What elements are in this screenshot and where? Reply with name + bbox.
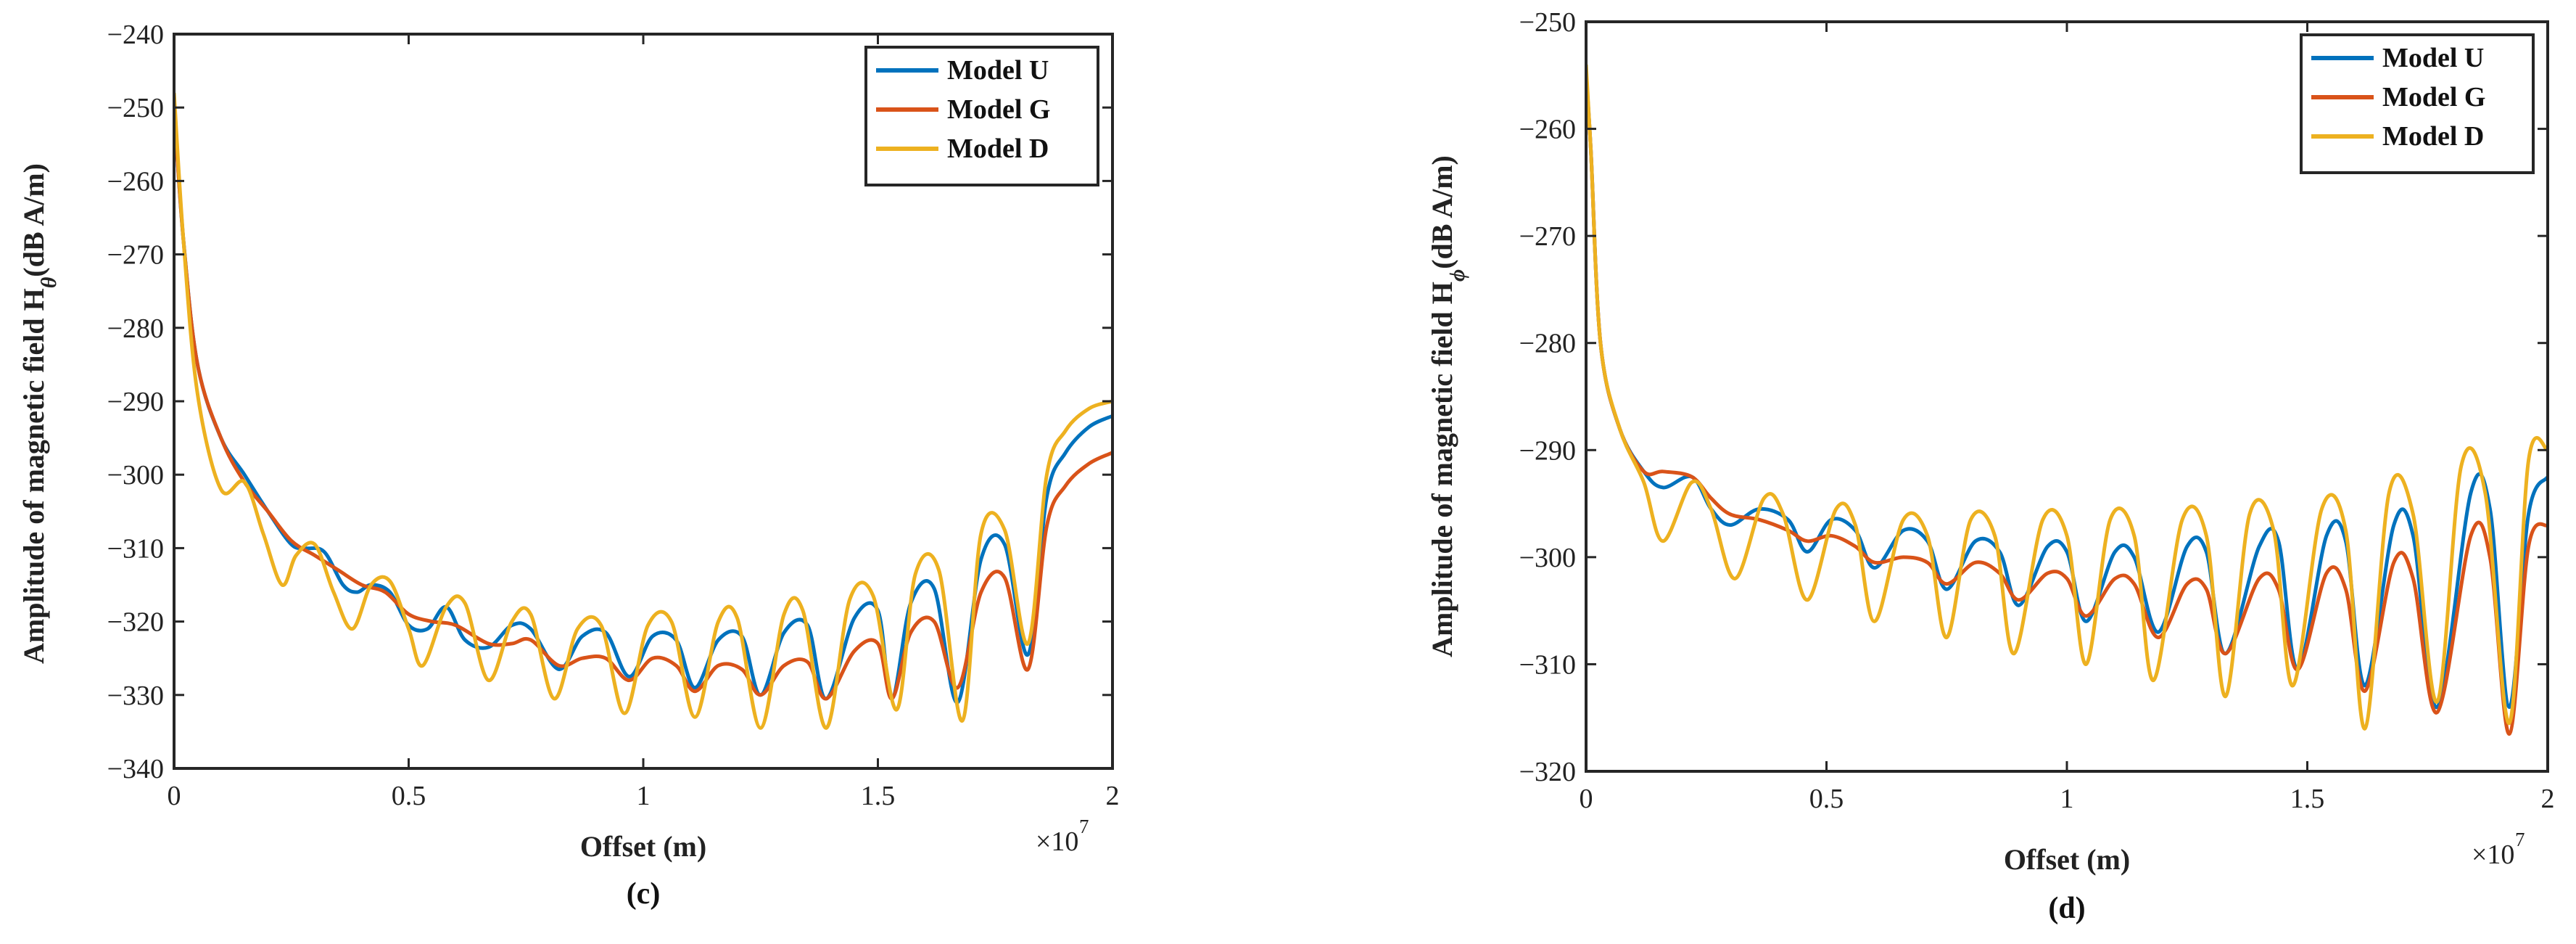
x-tick-label-d: 2	[2541, 784, 2555, 814]
y-tick-label-c: −300	[107, 460, 164, 491]
series-group-c	[174, 92, 1112, 730]
y-axis-title-prefix-d: Amplitude of magnetic field H	[1426, 282, 1458, 657]
x-multiplier-exp-c: 7	[1079, 816, 1089, 837]
legend-label-model-u-d: Model U	[2382, 43, 2484, 73]
y-tick-label-c: −330	[107, 681, 164, 711]
x-multiplier-exp-d: 7	[2515, 829, 2525, 850]
y-tick-label-d: −260	[1519, 115, 1576, 145]
y-axis-title-suffix-c: (dB A/m)	[17, 163, 50, 277]
x-tick-label-d: 1	[2060, 784, 2074, 814]
x-tick-label-c: 2	[1106, 781, 1120, 811]
chart-panel-c: (c) Offset (m) ×10 7 Amplitude of magnet…	[17, 20, 1120, 911]
legend-label-model-d-c: Model D	[947, 134, 1049, 164]
y-axis-title-sub-d: ϕ	[1445, 269, 1469, 282]
x-axis-title-c: Offset (m)	[580, 830, 706, 863]
series-line-model-d-c	[174, 92, 1112, 730]
y-tick-label-c: −260	[107, 166, 164, 197]
legend-d: Model U Model G Model D	[2300, 33, 2535, 174]
y-tick-label-d: −310	[1519, 649, 1576, 680]
legend-label-model-u-c: Model U	[947, 55, 1049, 86]
y-tick-label-c: −310	[107, 533, 164, 564]
x-axis-title-d: Offset (m)	[2004, 843, 2130, 876]
y-tick-label-d: −320	[1519, 757, 1576, 787]
y-tick-label-c: −320	[107, 607, 164, 638]
y-tick-label-c: −280	[107, 313, 164, 344]
x-tick-label-d: 1.5	[2290, 784, 2325, 814]
x-tick-label-c: 0.5	[392, 781, 426, 811]
y-tick-label-c: −240	[107, 20, 164, 50]
legend-label-model-d-d: Model D	[2382, 121, 2484, 152]
series-line-model-g-d	[1586, 75, 2548, 736]
x-tick-label-d: 0.5	[1809, 784, 1844, 814]
y-axis-title-suffix-d: (dB A/m)	[1426, 155, 1458, 269]
panel-caption-d: (d)	[2048, 892, 2085, 925]
legend-c: Model U Model G Model D	[864, 46, 1099, 186]
y-tick-label-c: −340	[107, 754, 164, 784]
chart-panel-d: (d) Offset (m) ×10 7 Amplitude of magnet…	[1426, 7, 2555, 925]
y-tick-label-c: −250	[107, 93, 164, 123]
legend-label-model-g-c: Model G	[947, 94, 1050, 125]
y-axis-title-d: Amplitude of magnetic field Hϕ(dB A/m)	[1426, 155, 1469, 657]
y-tick-label-c: −270	[107, 240, 164, 271]
y-tick-label-d: −280	[1519, 329, 1576, 359]
x-tick-label-c: 1.5	[861, 781, 896, 811]
y-axis-title-prefix-c: Amplitude of magnetic field H	[17, 288, 50, 664]
y-tick-label-c: −290	[107, 387, 164, 417]
panel-caption-c: (c)	[627, 877, 661, 911]
series-line-model-d-d	[1586, 64, 2548, 731]
x-tick-label-c: 0	[168, 781, 181, 811]
x-multiplier-base-d: ×10	[2472, 840, 2514, 870]
x-tick-label-c: 1	[637, 781, 651, 811]
y-tick-label-d: −250	[1519, 7, 1576, 38]
series-group-d	[1586, 64, 2548, 736]
y-axis-title-sub-c: θ	[37, 276, 61, 288]
x-tick-label-d: 0	[1580, 784, 1593, 814]
x-multiplier-d: ×10 7	[2472, 829, 2525, 870]
x-multiplier-base-c: ×10	[1036, 826, 1078, 857]
legend-label-model-g-d: Model G	[2382, 82, 2485, 112]
y-tick-label-d: −270	[1519, 221, 1576, 252]
y-tick-label-d: −300	[1519, 543, 1576, 573]
y-axis-title-c: Amplitude of magnetic field Hθ(dB A/m)	[17, 163, 61, 664]
series-line-model-u-d	[1586, 75, 2548, 710]
series-line-model-g-c	[174, 107, 1112, 701]
x-multiplier-c: ×10 7	[1036, 816, 1089, 857]
y-tick-label-d: −290	[1519, 435, 1576, 466]
